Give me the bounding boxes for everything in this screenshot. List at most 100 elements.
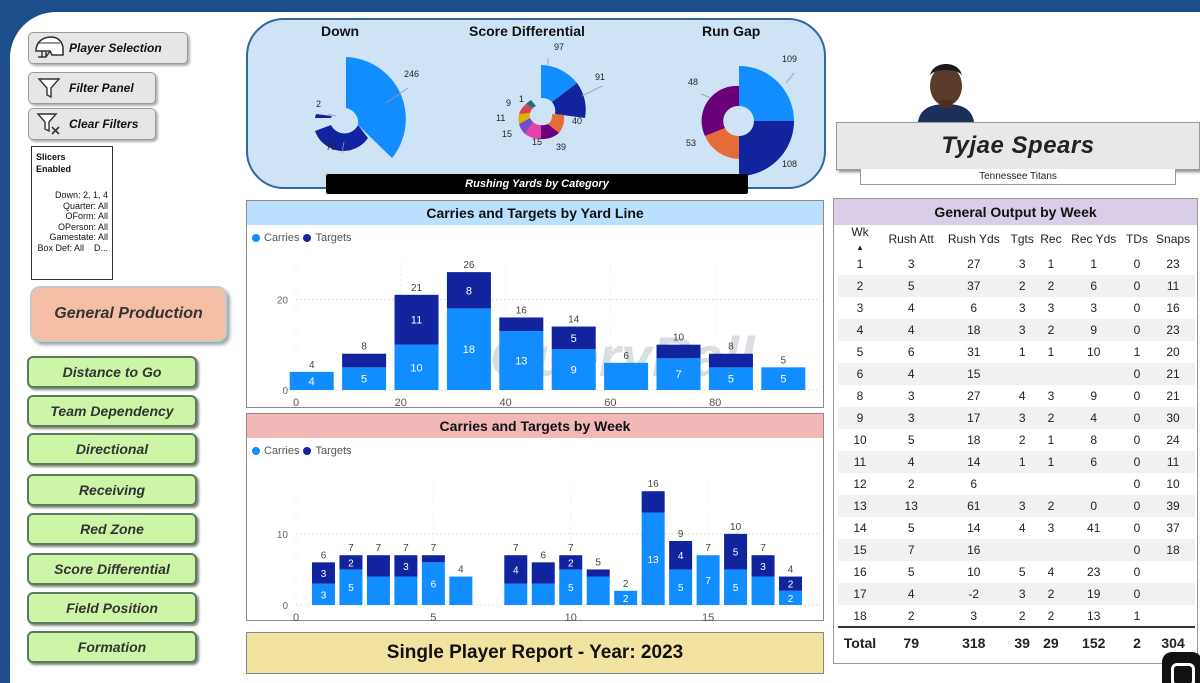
carries-bar-label: 5 bbox=[733, 583, 739, 594]
table-cell: 4 bbox=[1007, 517, 1038, 539]
week-chart-svg: 0 10 0 5 10 15 3 3 6 5 2 7 7 3 7 6 7 4 4 7 6 5 2 7 5 2 2 13 16 5 4 9 7 7 5… bbox=[277, 477, 818, 621]
table-cell: 3 bbox=[1007, 319, 1038, 341]
table-cell: 4 bbox=[882, 451, 941, 473]
bar-total-label: 7 bbox=[431, 543, 437, 554]
bar-total-label: 7 bbox=[376, 543, 382, 554]
down-slice-2[interactable] bbox=[315, 114, 332, 118]
week-cell: 8 bbox=[838, 385, 882, 407]
run-gap-slice-53[interactable] bbox=[705, 128, 739, 159]
table-row: 4 4 18 3 2 9 0 23 bbox=[838, 319, 1195, 341]
score-label-97: 97 bbox=[554, 42, 565, 52]
x-tick-label: 20 bbox=[395, 397, 407, 408]
score-label-91: 91 bbox=[595, 72, 606, 82]
nav-receiving[interactable]: Receiving bbox=[27, 474, 197, 506]
carries-bar bbox=[446, 308, 491, 390]
down-slice-4[interactable] bbox=[315, 125, 368, 151]
carries-bar-label: 6 bbox=[431, 580, 437, 591]
carries-bar bbox=[604, 362, 649, 390]
col-header-rec[interactable]: Rec bbox=[1040, 232, 1062, 246]
table-row: 13 13 61 3 2 0 0 39 bbox=[838, 495, 1195, 517]
score-slice-40[interactable] bbox=[548, 114, 565, 133]
total-cell: 79 bbox=[882, 626, 941, 657]
table-cell: 9 bbox=[1064, 385, 1123, 407]
score-slice-9[interactable] bbox=[519, 104, 533, 114]
carries-bar bbox=[551, 349, 596, 390]
bar-total-label: 2 bbox=[623, 579, 629, 590]
carries-bar-label: 5 bbox=[568, 583, 574, 594]
col-header-tds[interactable]: TDs bbox=[1125, 232, 1148, 246]
table-cell bbox=[1151, 605, 1195, 627]
carries-bar-label: 13 bbox=[515, 356, 527, 368]
col-header-tgts[interactable]: Tgts bbox=[1010, 232, 1034, 246]
carries-bar bbox=[696, 555, 720, 605]
week-cell: 2 bbox=[838, 275, 882, 297]
table-cell: 3 bbox=[1037, 297, 1065, 319]
player-selection-button[interactable]: Player Selection bbox=[28, 32, 188, 64]
week-cell: 13 bbox=[838, 495, 882, 517]
targets-bar-label: 11 bbox=[411, 315, 422, 327]
table-cell: 15 bbox=[940, 363, 1008, 385]
category-charts-svg bbox=[315, 57, 795, 176]
score-slice-15a[interactable] bbox=[525, 122, 541, 140]
nav-distance-to-go[interactable]: Distance to Go bbox=[27, 356, 197, 388]
table-cell: 3 bbox=[940, 605, 1008, 627]
carries-bar bbox=[724, 569, 748, 605]
nav-field-position[interactable]: Field Position bbox=[27, 592, 197, 624]
col-header-rush-att[interactable]: Rush Att bbox=[888, 232, 934, 246]
clear-filters-button[interactable]: Clear Filters bbox=[28, 108, 156, 140]
col-header-snaps[interactable]: Snaps bbox=[1156, 232, 1191, 246]
targets-bar bbox=[504, 555, 528, 584]
table-row: 2 5 37 2 2 6 0 11 bbox=[838, 275, 1195, 297]
score-slice-91[interactable] bbox=[552, 83, 586, 118]
nav-red-zone[interactable]: Red Zone bbox=[27, 513, 197, 545]
targets-bar bbox=[339, 555, 363, 570]
corner-app-icon[interactable] bbox=[1162, 652, 1200, 683]
table-cell: 21 bbox=[1151, 385, 1195, 407]
targets-bar-label: 4 bbox=[678, 551, 684, 562]
week-cell: 14 bbox=[838, 517, 882, 539]
table-cell: 0 bbox=[1122, 495, 1152, 517]
nav-formation[interactable]: Formation bbox=[27, 631, 197, 663]
carries-bar-label: 2 bbox=[788, 594, 794, 605]
filter-panel-button[interactable]: Filter Panel bbox=[28, 72, 156, 104]
col-header-wk[interactable]: Wk ▲ bbox=[851, 225, 869, 252]
player-headshot bbox=[910, 50, 982, 122]
carries-bar bbox=[394, 576, 418, 605]
carries-bar-label: 5 bbox=[678, 583, 684, 594]
score-slice-97[interactable] bbox=[541, 65, 577, 102]
table-cell: 0 bbox=[1122, 517, 1152, 539]
carries-legend-dot bbox=[252, 234, 260, 242]
clear-filter-icon bbox=[29, 111, 69, 137]
score-slice-1[interactable] bbox=[526, 100, 536, 108]
nav-score-differential[interactable]: Score Differential bbox=[27, 553, 197, 585]
col-header-rec-yds[interactable]: Rec Yds bbox=[1071, 232, 1117, 246]
targets-bar bbox=[394, 555, 418, 577]
table-cell: 3 bbox=[1007, 297, 1038, 319]
down-label-246: 246 bbox=[404, 69, 420, 79]
carries-bar-label: 5 bbox=[348, 583, 354, 594]
table-cell bbox=[1037, 363, 1065, 385]
nav-team-dependency[interactable]: Team Dependency bbox=[27, 395, 197, 427]
score-label-1: 1 bbox=[519, 94, 525, 104]
general-production-button[interactable]: General Production bbox=[30, 286, 227, 342]
run-gap-slice-109[interactable] bbox=[739, 66, 794, 121]
x-tick-label: 10 bbox=[565, 612, 577, 621]
rushing-yards-footer-bar: Rushing Yards by Category bbox=[326, 174, 748, 194]
down-label-2: 2 bbox=[316, 99, 322, 109]
run-gap-slice-48[interactable] bbox=[701, 85, 739, 136]
table-cell: 0 bbox=[1122, 275, 1152, 297]
col-header-rush-yds[interactable]: Rush Yds bbox=[947, 232, 1000, 246]
score-slice-39[interactable] bbox=[541, 124, 559, 140]
targets-bar-label: 3 bbox=[321, 569, 327, 580]
table-cell: 0 bbox=[1122, 451, 1152, 473]
score-slice-15b[interactable] bbox=[519, 118, 533, 134]
bar-total-label: 4 bbox=[458, 565, 464, 576]
bar-total-label: 21 bbox=[411, 283, 423, 294]
bar-total-label: 8 bbox=[728, 342, 734, 353]
nav-directional[interactable]: Directional bbox=[27, 433, 197, 465]
score-slice-11[interactable] bbox=[518, 113, 530, 124]
run-gap-slice-108[interactable] bbox=[739, 121, 794, 176]
carries-bar bbox=[394, 344, 439, 390]
down-slice-1[interactable] bbox=[346, 57, 406, 158]
carries-bar bbox=[641, 512, 665, 605]
